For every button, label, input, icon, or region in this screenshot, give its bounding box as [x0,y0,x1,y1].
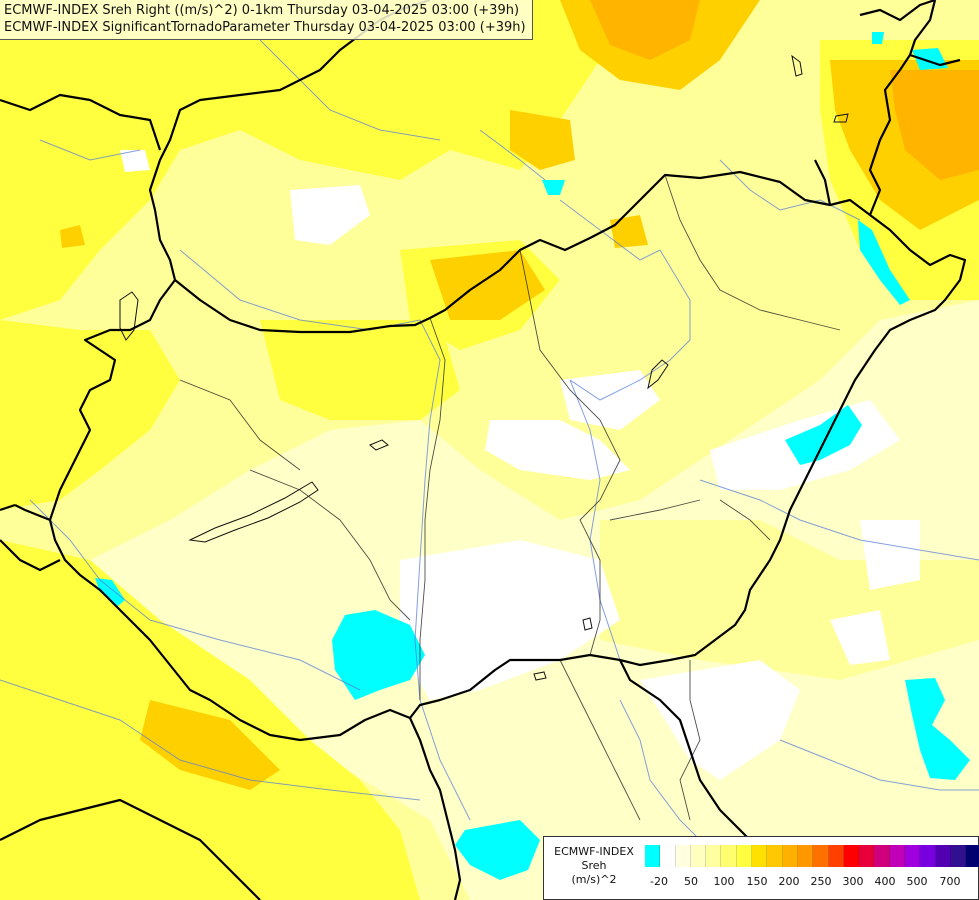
legend-title: ECMWF-INDEX Sreh (m/s)^2 [548,845,640,887]
color-legend: ECMWF-INDEX Sreh (m/s)^2 -20 50 100 150 200 2… [543,836,979,900]
legend-tick-label: 500 [906,875,928,888]
legend-swatch [828,845,844,867]
legend-swatch [797,845,814,867]
legend-tick-labels: -20 50 100 150 200 250 300 400 500 700 [645,875,975,891]
legend-swatch [920,845,936,867]
legend-swatch [905,845,921,867]
field-cyan [95,32,970,880]
legend-swatch [889,845,906,867]
legend-swatch [782,845,798,867]
legend-title-line-2: Sreh [581,859,607,872]
map-title-line-1: ECMWF-INDEX Sreh Right ((m/s)^2) 0-1km T… [4,3,520,18]
legend-tick-label: 100 [713,875,735,888]
legend-title-line-3: (m/s)^2 [571,873,617,886]
legend-tick-label: 200 [778,875,800,888]
legend-swatch [950,845,967,867]
legend-swatch [736,845,753,867]
map-title-line-2: ECMWF-INDEX SignificantTornadoParameter … [4,20,526,35]
legend-tick-label: 700 [939,875,961,888]
legend-tick-label: 150 [746,875,768,888]
legend-swatch [706,845,722,867]
legend-tick-label: 300 [842,875,864,888]
legend-swatch [935,845,951,867]
legend-tick-label: 50 [684,875,698,888]
legend-swatch [721,845,737,867]
legend-swatch [843,845,860,867]
lakes [119,54,849,681]
legend-swatch [767,845,783,867]
legend-swatch [874,845,890,867]
legend-tick-label: -20 [650,875,668,888]
legend-swatch [660,845,676,867]
legend-tick-label: 250 [810,875,832,888]
field-dark-orange [590,0,979,180]
admin-boundaries [179,174,841,821]
legend-swatch [645,845,661,867]
legend-tick-label: 400 [874,875,896,888]
legend-swatch [675,845,691,867]
map-title-box: ECMWF-INDEX Sreh Right ((m/s)^2) 0-1km T… [0,0,533,40]
legend-swatch [690,845,707,867]
legend-swatch [966,845,979,867]
legend-swatch [859,845,875,867]
legend-color-bar [645,845,979,867]
legend-swatch [752,845,768,867]
legend-title-line-1: ECMWF-INDEX [554,845,634,858]
legend-swatch [813,845,829,867]
rivers [0,39,979,861]
